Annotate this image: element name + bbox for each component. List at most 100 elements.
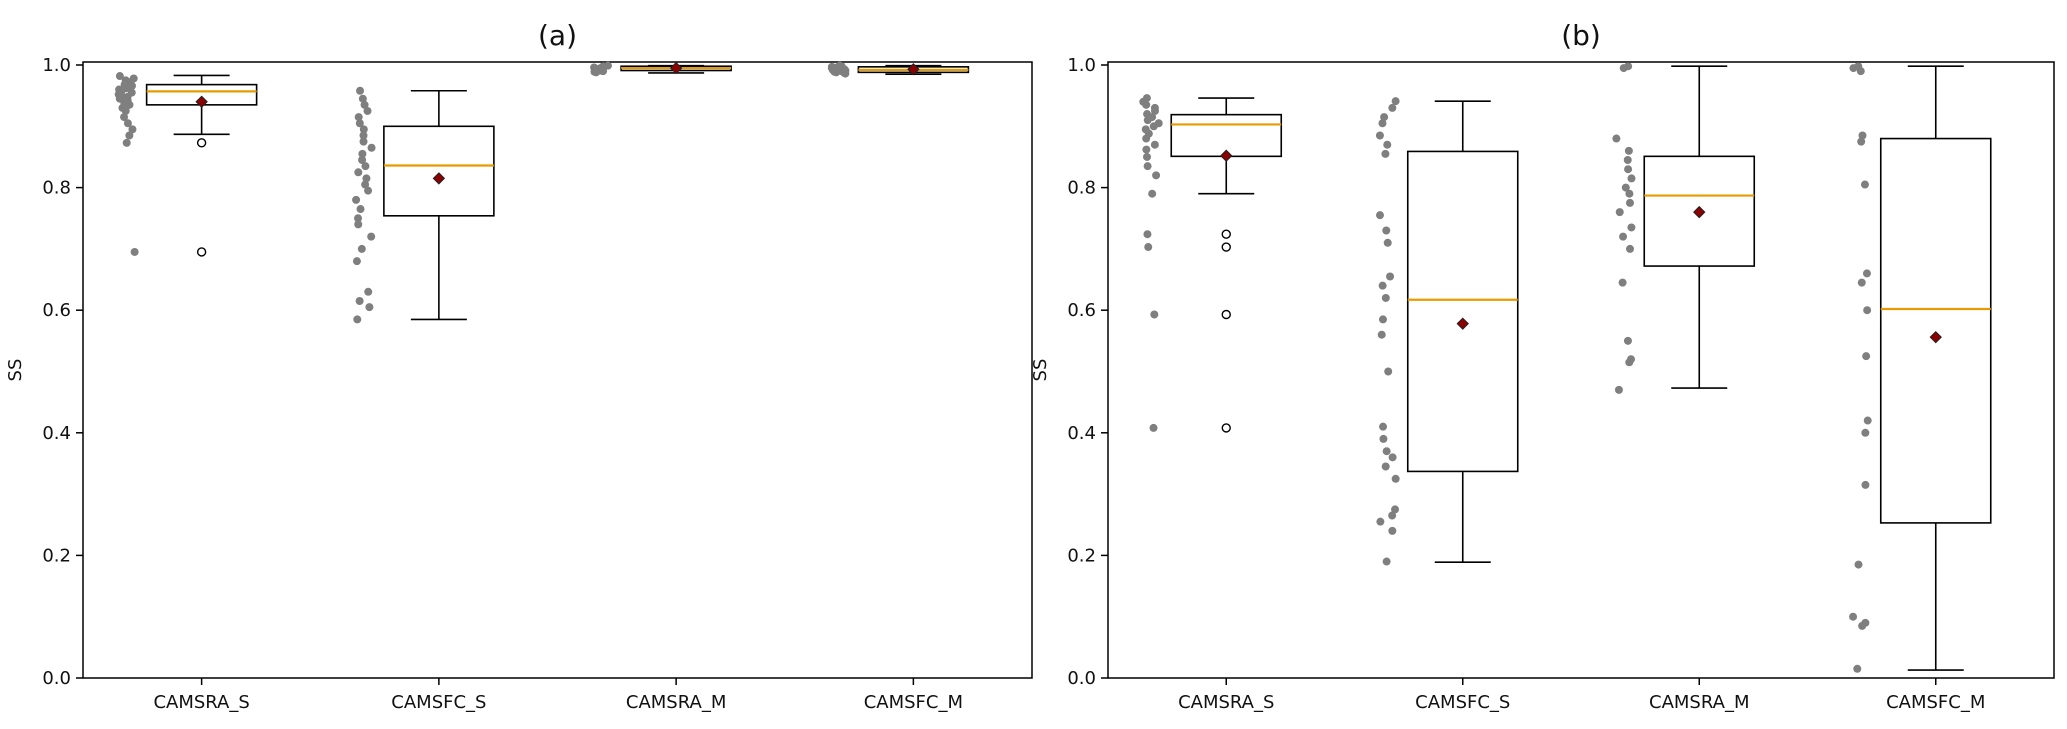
data-point	[1375, 211, 1384, 220]
data-point	[1857, 278, 1866, 287]
y-tick-label: 0.0	[1067, 668, 1096, 689]
data-point	[1378, 119, 1387, 128]
data-point	[1854, 560, 1863, 569]
mean-marker	[1220, 149, 1233, 162]
data-point	[358, 149, 367, 158]
outlier-point	[1221, 229, 1231, 239]
box	[1879, 137, 1992, 524]
data-point	[125, 131, 134, 140]
data-point	[115, 72, 124, 81]
data-point	[1143, 116, 1152, 125]
data-point	[358, 156, 367, 165]
data-point	[1849, 64, 1858, 73]
data-point	[367, 232, 376, 241]
data-point	[1853, 664, 1862, 673]
x-tick-label: CAMSFC_M	[864, 692, 963, 713]
mean-marker	[1456, 317, 1469, 330]
data-point	[1149, 122, 1158, 131]
outlier-point	[1221, 423, 1231, 433]
outlier-point	[1221, 242, 1231, 252]
data-point	[120, 113, 129, 122]
outlier-point	[196, 247, 207, 257]
data-point	[354, 168, 363, 177]
data-point	[599, 67, 608, 76]
data-point	[1144, 243, 1153, 252]
data-point	[125, 100, 134, 109]
data-point	[361, 180, 370, 189]
data-point	[130, 247, 139, 256]
data-point	[354, 113, 363, 122]
data-point	[1391, 97, 1400, 106]
data-point	[1378, 281, 1387, 290]
data-point	[1624, 146, 1633, 155]
data-point	[1381, 149, 1390, 158]
data-point	[1615, 208, 1624, 217]
data-point	[1858, 131, 1867, 140]
data-point	[1391, 505, 1400, 514]
data-point	[1383, 238, 1392, 247]
mean-marker	[1693, 205, 1706, 219]
y-tick-label: 0.2	[42, 545, 71, 566]
data-point	[1857, 137, 1866, 146]
data-point	[1388, 511, 1397, 520]
data-point	[1862, 269, 1871, 278]
data-point	[1625, 358, 1634, 367]
x-tick-label: CAMSFC_M	[1886, 692, 1985, 713]
data-point	[1618, 278, 1627, 287]
plot-frame	[82, 61, 1033, 679]
data-point	[360, 100, 369, 109]
x-tick-label: CAMSRA_M	[626, 692, 726, 713]
box	[383, 125, 495, 217]
data-point	[1625, 198, 1634, 207]
data-point	[1619, 64, 1628, 73]
data-point	[1384, 367, 1393, 376]
data-point	[364, 186, 373, 195]
data-point	[1378, 315, 1387, 324]
box	[1406, 150, 1519, 473]
data-point	[1863, 306, 1872, 315]
data-point	[352, 257, 361, 266]
data-point	[1391, 474, 1400, 483]
y-tick-label: 0.2	[1067, 545, 1096, 566]
data-point	[354, 214, 363, 223]
data-point	[1152, 171, 1161, 180]
data-point	[359, 131, 368, 140]
data-point	[1382, 557, 1391, 566]
data-point	[1143, 152, 1152, 161]
x-tick-label: CAMSRA_M	[1649, 692, 1749, 713]
data-point	[1143, 230, 1152, 239]
data-point	[1382, 447, 1391, 456]
data-point	[1376, 517, 1385, 526]
data-point	[356, 86, 365, 95]
data-point	[352, 195, 361, 204]
data-point	[1388, 453, 1397, 462]
data-point	[841, 69, 850, 78]
data-point	[359, 137, 368, 146]
y-tick-label: 1.0	[1067, 55, 1096, 76]
y-axis-label: SS	[1030, 359, 1051, 382]
data-point	[1623, 336, 1632, 345]
mean-marker	[907, 63, 920, 76]
data-point	[1150, 310, 1159, 319]
y-tick-label: 0.8	[1067, 178, 1096, 199]
mean-marker	[1929, 330, 1942, 344]
outlier-point	[1221, 309, 1231, 320]
data-point	[1148, 189, 1157, 198]
data-point	[355, 297, 364, 306]
data-point	[121, 106, 130, 115]
data-point	[1143, 162, 1152, 171]
data-point	[1627, 223, 1636, 232]
x-tick-label: CAMSRA_S	[153, 692, 249, 713]
data-point	[1861, 480, 1870, 489]
data-point	[1381, 293, 1390, 302]
data-point	[359, 125, 368, 134]
data-point	[1142, 134, 1151, 143]
data-point	[1150, 140, 1159, 149]
y-tick-label: 0.6	[42, 300, 71, 321]
data-point	[592, 68, 601, 77]
y-tick-label: 0.4	[1067, 423, 1096, 444]
data-point	[832, 68, 841, 77]
data-point	[1860, 180, 1869, 189]
data-point	[123, 119, 132, 128]
